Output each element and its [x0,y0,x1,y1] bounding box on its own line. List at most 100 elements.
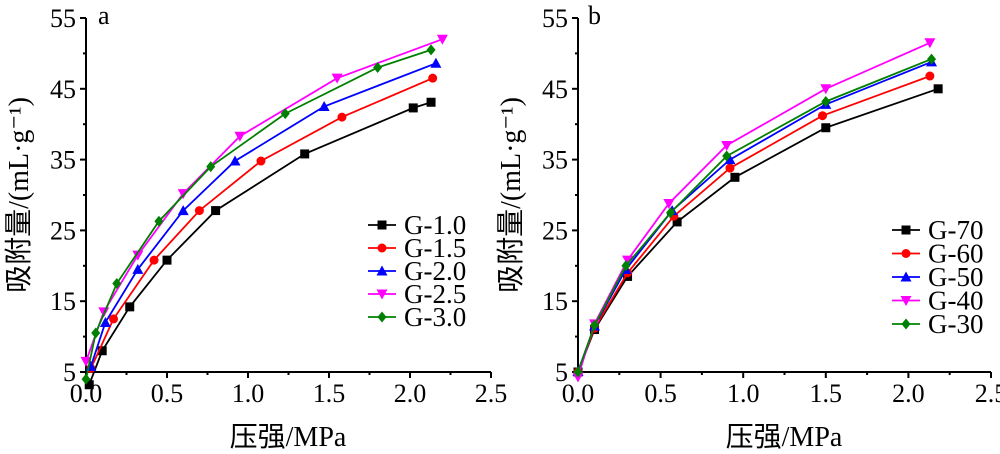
data-point [622,255,634,266]
data-point [112,278,122,289]
data-point [621,260,631,272]
data-point [573,366,583,378]
data-point [933,84,943,94]
data-point [154,215,164,227]
data-point [97,346,107,356]
data-point [426,44,436,56]
legend-label: G-3.0 [404,302,466,332]
x-tick-label: 0.0 [562,379,595,408]
data-point [300,149,310,159]
data-point [927,53,937,65]
data-point [408,103,418,113]
series-line [577,41,931,378]
data-point [436,34,448,45]
x-tick-label: 0.5 [151,379,184,408]
y-tick-label: 55 [542,4,568,33]
data-point [149,255,159,265]
data-point [730,172,740,182]
series-G-60 [573,71,935,377]
data-point [84,380,94,390]
data-point [132,250,144,261]
series-line [577,87,939,373]
legend-marker [377,220,387,230]
data-point [109,314,119,324]
x-tick-label: 0.5 [644,379,677,408]
data-point [721,140,733,151]
data-point [925,71,935,81]
data-point [590,319,600,331]
series-line [577,75,931,373]
legend-label: G-60 [928,239,984,269]
x-tick-label: 2.0 [394,379,427,408]
y-tick-label: 35 [542,146,568,175]
legend: G-1.0G-1.5G-2.0G-2.5G-3.0 [368,210,466,332]
data-point [99,316,111,327]
legend-marker [901,318,911,330]
y-tick-label: 45 [542,75,568,104]
data-point [725,163,735,173]
data-point [256,156,266,166]
y-axis-title: 吸附量/(mL·g⁻¹) [495,97,527,293]
data-point [820,84,832,95]
data-point [722,150,732,162]
legend-marker [900,296,912,306]
data-point [80,356,92,367]
data-point [821,123,831,133]
x-tick-label: 1.5 [313,379,346,408]
series-G-30 [573,53,937,378]
legend-label: G-1.0 [404,210,466,240]
x-axis-title: 压强/MPa [726,422,843,453]
legend-label: G-2.5 [404,279,466,309]
panel-letter: a [98,1,110,30]
legend-label: G-2.0 [404,256,466,286]
data-point [125,302,135,312]
data-point [426,97,436,107]
legend: G-70G-60G-50G-40G-30 [892,215,984,339]
y-tick-label: 25 [50,216,76,245]
chart-panel-b: 0.0 0.5 1.0 1.5 2.0 2.5 5 15 25 35 45 55 压强/MPa 吸附量/(… [495,1,1000,453]
data-point [234,131,246,142]
x-tick-label: 1.0 [727,379,760,408]
data-point [177,205,189,216]
legend-label: G-1.5 [404,233,466,263]
data-point [331,73,343,84]
legend-marker [377,311,387,323]
data-point [672,217,682,227]
legend-marker [901,225,911,235]
data-point [132,263,144,274]
data-point [206,161,216,173]
x-tick-label: 1.0 [232,379,265,408]
y-tick-label: 5 [63,358,76,387]
series-line [577,58,932,373]
series-G-40 [572,38,936,383]
data-point [430,57,442,68]
data-point [229,155,241,166]
chart-panel-a: 0.0 0.5 1.0 1.5 2.0 2.551525354555压强/MPa吸附量/(… [3,1,507,453]
legend-label: G-50 [928,262,984,292]
legend-marker [377,243,387,253]
series-G-50 [572,56,938,376]
legend-marker [901,249,911,258]
x-tick-label: 2.0 [892,379,925,408]
data-point [373,62,383,74]
legend-marker [376,289,388,300]
series-G-3.0 [81,44,436,385]
y-tick-label: 15 [50,287,76,316]
series-line [85,49,432,380]
series-line [577,61,932,372]
data-point [318,101,330,111]
legend-marker [376,265,388,276]
series-G-1.0 [84,97,436,390]
series-G-2.0 [85,57,442,371]
x-axis-title: 压强/MPa [230,422,347,453]
data-point [211,206,221,216]
legend-label: G-30 [928,309,984,339]
data-point [924,38,936,49]
data-point [337,112,347,122]
x-tick-label: 2.5 [975,379,1000,408]
series-line [85,38,443,362]
data-point [81,373,91,385]
y-tick-label: 25 [542,216,568,245]
data-point [663,198,675,209]
legend-label: G-70 [928,215,984,245]
